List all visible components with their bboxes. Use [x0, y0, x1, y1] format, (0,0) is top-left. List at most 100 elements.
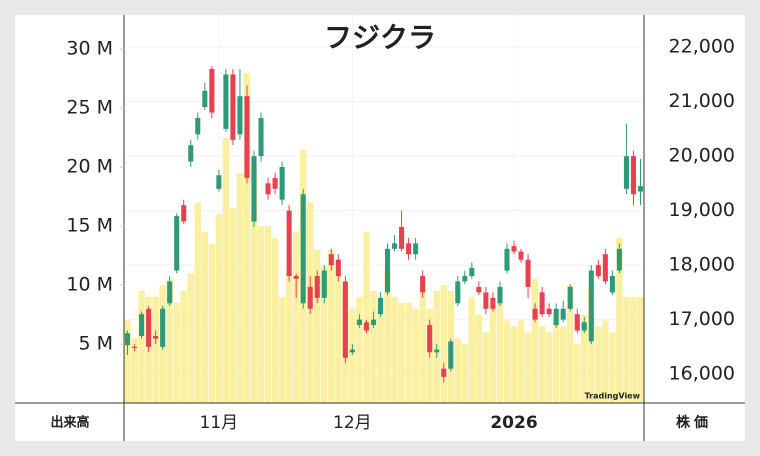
candle-body — [623, 156, 629, 189]
candle-body — [441, 368, 447, 377]
volume-bar — [264, 226, 272, 403]
volume-bar — [370, 290, 377, 403]
volume-bar — [503, 320, 511, 403]
candle-body — [132, 346, 138, 348]
candle-body — [539, 292, 545, 315]
volume-bar — [581, 314, 588, 403]
volume-bar — [510, 326, 518, 403]
candle-body — [518, 251, 524, 260]
chart-title: フジクラ — [324, 21, 436, 54]
y2-tick-label: 22,000 — [669, 36, 735, 58]
volume-bar — [475, 314, 483, 403]
candle-body — [363, 322, 369, 331]
volume-bar — [419, 285, 426, 403]
volume-bar — [489, 308, 497, 403]
candle-body — [237, 96, 243, 135]
candle-body — [560, 308, 566, 320]
candle-body — [637, 186, 644, 192]
volume-bar — [314, 249, 321, 403]
candle-body — [567, 286, 573, 309]
candle-body — [356, 319, 362, 326]
candle-body — [588, 270, 594, 342]
candle-body — [420, 276, 426, 293]
volume-bar — [131, 338, 138, 403]
candle-body — [448, 341, 454, 369]
candle-body — [335, 259, 341, 277]
candle-body — [195, 117, 201, 135]
volume-bar — [321, 267, 328, 403]
candle-body — [483, 292, 489, 309]
volume-bar — [398, 302, 405, 403]
volume-bar — [538, 326, 546, 403]
watermark: TradingView — [585, 392, 641, 401]
volume-bar — [215, 214, 223, 403]
y2-tick-label: 17,000 — [669, 308, 735, 330]
y2-tick-label: 21,000 — [669, 90, 735, 112]
candle-body — [230, 74, 236, 140]
candle-body — [469, 267, 475, 277]
plot-area — [124, 15, 644, 403]
volume-bar — [630, 296, 637, 403]
y2-tick-label: 16,000 — [669, 363, 735, 385]
candle-body — [511, 246, 517, 252]
candle-body — [314, 276, 320, 298]
volume-bar — [124, 320, 131, 403]
candle-body — [434, 349, 440, 353]
candle-body — [349, 349, 355, 353]
candle-body — [455, 281, 461, 304]
x-tick-label: 12月 — [333, 413, 372, 433]
volume-bar — [335, 273, 342, 403]
volume-bar — [391, 296, 398, 403]
candle-body — [272, 177, 278, 189]
volume-bar — [609, 332, 616, 403]
volume-bar — [243, 72, 251, 403]
volume-bar — [356, 296, 363, 403]
candle-body — [307, 286, 313, 309]
candle-body — [188, 145, 194, 162]
volume-bar — [616, 237, 623, 403]
candle-body — [384, 248, 391, 293]
y-tick-label: 10 M — [66, 274, 113, 296]
volume-bar — [201, 231, 209, 403]
volume-bar — [363, 231, 370, 403]
volume-bar — [566, 285, 574, 403]
candle-body — [609, 276, 615, 293]
candle-body — [581, 322, 587, 331]
volume-bar — [328, 249, 335, 403]
candle-body — [279, 167, 285, 200]
volume-bar — [524, 332, 532, 403]
volume-bar — [461, 344, 469, 403]
candle-body — [223, 74, 229, 129]
volume-bar — [173, 302, 180, 403]
volume-bar — [552, 314, 560, 403]
y-tick-label: 20 M — [66, 156, 113, 178]
volume-axis-label: 出来高 — [50, 415, 89, 431]
candle-body — [630, 156, 636, 195]
candle-body — [181, 205, 187, 222]
candle-body — [399, 226, 405, 249]
candle-body — [244, 96, 250, 178]
candle-body — [525, 259, 531, 287]
candle-body — [427, 325, 433, 353]
candle-body — [286, 210, 292, 277]
volume-bar — [271, 237, 279, 403]
volume-bar — [440, 285, 447, 403]
volume-bar — [595, 326, 602, 403]
candle-body — [300, 194, 306, 304]
volume-bar — [166, 279, 173, 403]
volume-bar — [384, 273, 391, 403]
candle-body — [293, 276, 299, 279]
volume-bar — [405, 302, 412, 403]
volume-bar — [229, 208, 237, 403]
volume-bar — [349, 308, 356, 403]
candle-body — [413, 243, 419, 255]
candle-body — [490, 297, 496, 309]
candle-body — [202, 90, 208, 108]
volume-bar — [468, 296, 476, 403]
candle-body — [258, 117, 264, 157]
candle-body — [328, 254, 334, 266]
candle-body — [265, 183, 271, 195]
candle-body — [209, 68, 215, 113]
y-tick-label: 30 M — [66, 38, 113, 60]
price-axis-label: 株価 — [676, 414, 712, 431]
